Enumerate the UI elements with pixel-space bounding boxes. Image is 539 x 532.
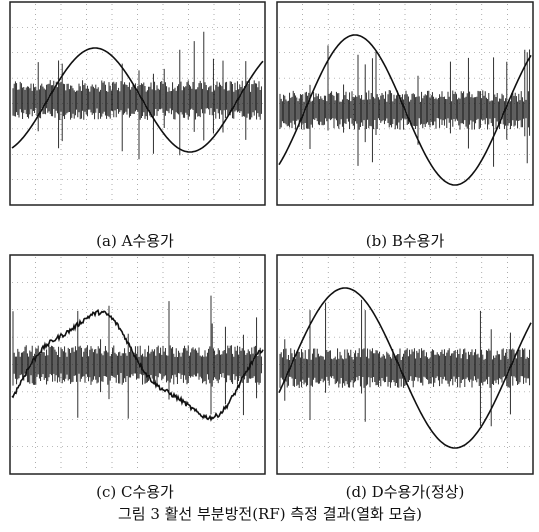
waveform — [278, 34, 532, 186]
panel-caption: (a) A수용가 — [96, 232, 174, 250]
waveform — [11, 308, 264, 422]
figure-caption: 그림 3 활선 부분방전(RF) 측정 결과(열화 모습) — [118, 505, 422, 523]
panel-caption: (b) B수용가 — [366, 232, 445, 250]
waveform — [11, 47, 264, 153]
noise-band — [279, 299, 531, 427]
panel-caption: (d) D수용가(정상) — [346, 483, 465, 501]
noise-band — [12, 295, 262, 419]
noise-band — [279, 45, 531, 167]
waveform — [278, 287, 532, 449]
panel-caption: (c) C수용가 — [96, 483, 174, 501]
